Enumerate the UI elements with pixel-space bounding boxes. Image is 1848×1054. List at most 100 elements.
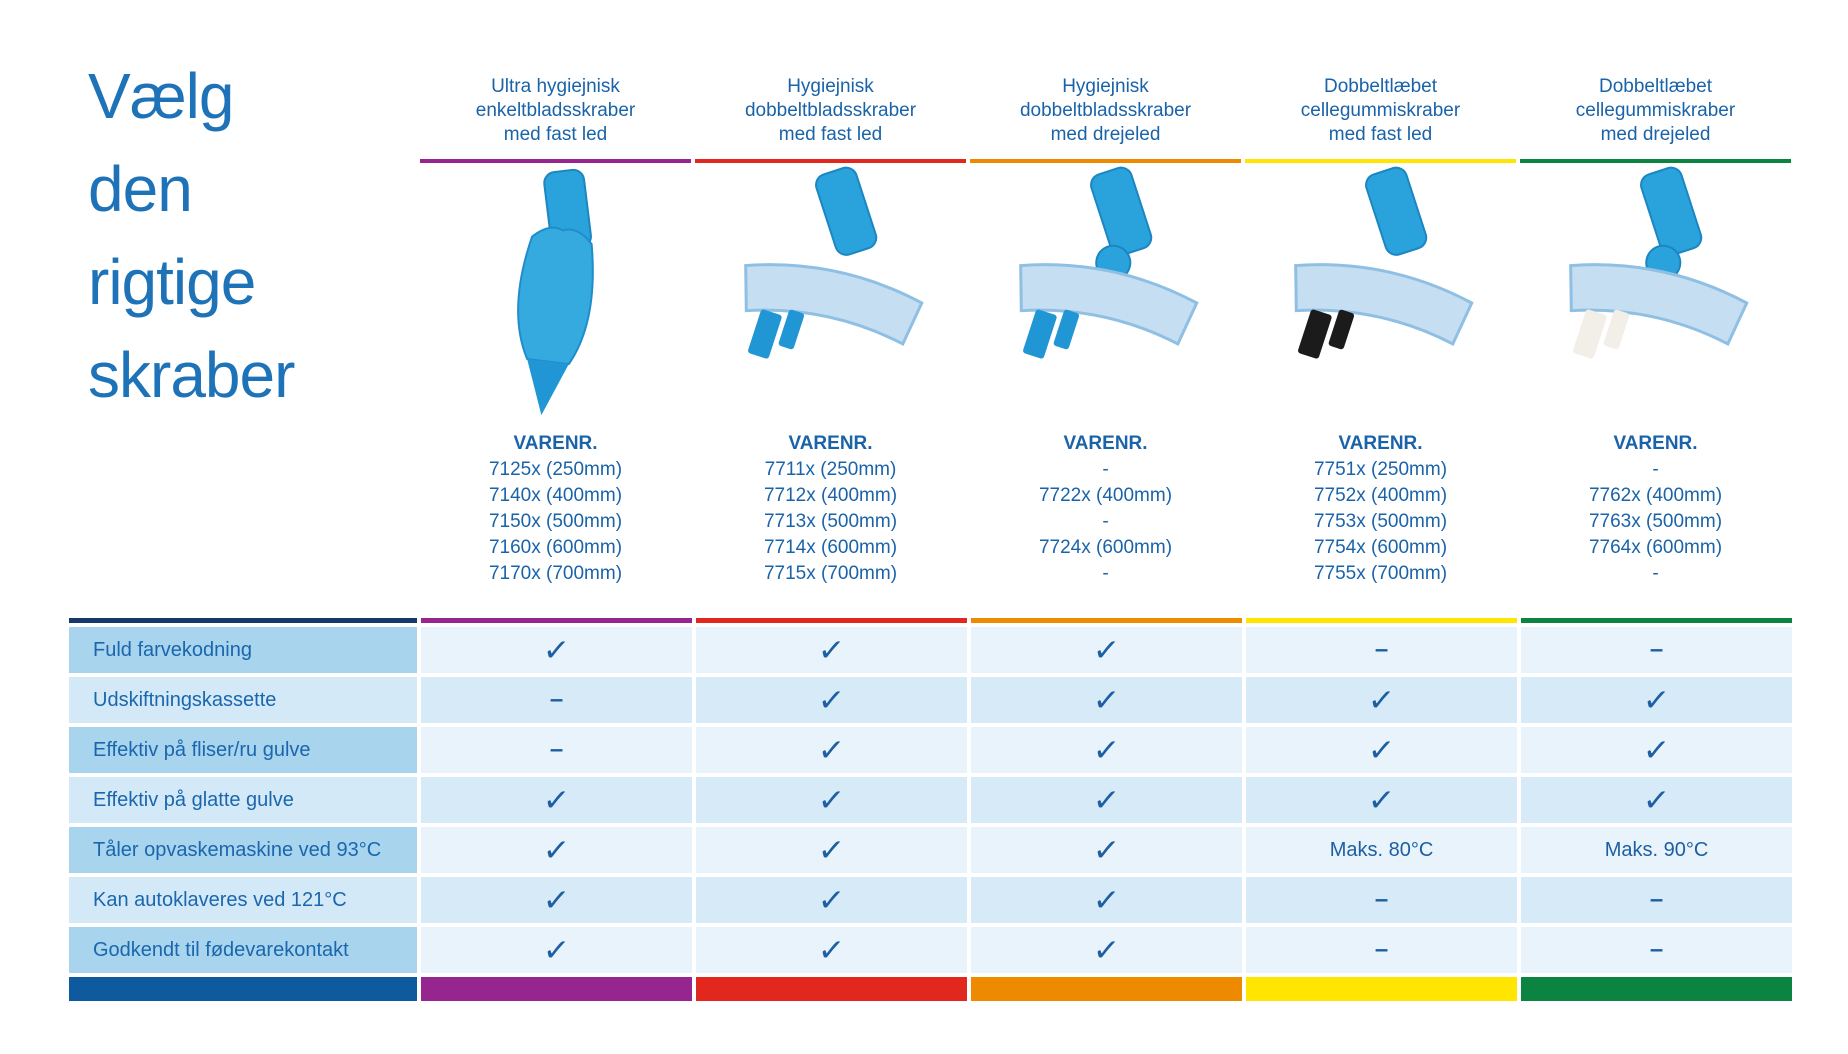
- feature-cell: –: [1246, 627, 1517, 673]
- dash-icon: –: [1374, 936, 1389, 963]
- varenr-heading: VARENR.: [1338, 433, 1423, 454]
- table-top-strip: [1246, 618, 1517, 623]
- feature-cell: Maks. 80°C: [1246, 827, 1517, 873]
- table-top-strip-labels: [69, 618, 417, 623]
- product-number: 7711x (250mm): [764, 459, 897, 480]
- feature-cell: ✓: [696, 827, 967, 873]
- dash-icon: –: [549, 736, 564, 763]
- product-column-header-line: Ultra hygiejnisk: [491, 76, 620, 97]
- check-icon: ✓: [816, 681, 847, 719]
- table-top-strip: [696, 618, 967, 623]
- product-column: Ultra hygiejnisk enkeltbladsskraber med fa…: [420, 55, 691, 587]
- product-columns: Ultra hygiejnisk enkeltbladsskraber med fa…: [420, 55, 1792, 587]
- table-bottom-bar: [696, 977, 967, 1001]
- varenr-heading: VARENR.: [1613, 433, 1698, 454]
- check-icon: ✓: [1641, 681, 1672, 719]
- product-column-header-line: enkeltbladsskraber: [475, 100, 636, 121]
- feature-cell: ✓: [1246, 677, 1517, 723]
- product-number: 7150x (500mm): [488, 511, 623, 532]
- page-title-line: skraber: [88, 339, 295, 411]
- feature-cell: ✓: [421, 777, 692, 823]
- check-icon: ✓: [1091, 931, 1122, 969]
- product-number: 7752x (400mm): [1313, 485, 1448, 506]
- varenr-heading: VARENR.: [513, 433, 598, 454]
- product-column-header: Hygiejnisk dobbeltbladsskraber med fast le…: [695, 55, 966, 147]
- feature-cell: ✓: [971, 677, 1242, 723]
- comparison-table: Fuld farvekodning ✓ ✓ ✓ – – Udskiftningskasset…: [69, 618, 1792, 1001]
- check-icon: ✓: [816, 831, 847, 869]
- varenr-heading: VARENR.: [788, 433, 873, 454]
- dash-icon: –: [1374, 636, 1389, 663]
- table-bottom-bar-labels: [69, 977, 417, 1001]
- feature-cell: ✓: [1521, 777, 1792, 823]
- page-title-line: Vælg: [88, 60, 234, 132]
- product-column-header-line: med drejeled: [1050, 124, 1161, 145]
- product-number: 7754x (600mm): [1313, 537, 1448, 558]
- product-column-header-line: cellegummiskraber: [1300, 100, 1461, 121]
- feature-cell: ✓: [696, 677, 967, 723]
- check-icon: ✓: [1091, 831, 1122, 869]
- check-icon: ✓: [1091, 731, 1122, 769]
- feature-cell: ✓: [971, 927, 1242, 973]
- foam-rubber-squeegee-swivel-icon: [1568, 166, 1749, 359]
- feature-cell: –: [1246, 877, 1517, 923]
- check-icon: ✓: [1091, 881, 1122, 919]
- product-number: 7764x (600mm): [1588, 537, 1723, 558]
- dash-icon: –: [1374, 886, 1389, 913]
- feature-cell: ✓: [696, 927, 967, 973]
- check-icon: ✓: [816, 881, 847, 919]
- product-number: 7753x (500mm): [1313, 511, 1448, 532]
- product-column: Dobbeltlæbet cellegummiskraber med drejele…: [1520, 55, 1791, 587]
- check-icon: ✓: [1091, 631, 1122, 669]
- column-accent-underline: [1245, 159, 1516, 163]
- single-blade-squeegee-icon: [516, 168, 594, 416]
- product-number-list: VARENR. - 7762x (400mm) 7763x (500mm) 7764x …: [1589, 431, 1722, 587]
- product-column-header-line: med fast led: [778, 124, 883, 145]
- product-number: 7751x (250mm): [1313, 459, 1448, 480]
- feature-cell: –: [1246, 927, 1517, 973]
- product-number: 7763x (500mm): [1588, 511, 1723, 532]
- table-top-strip: [1521, 618, 1792, 623]
- foam-rubber-squeegee-fixed-icon: [1293, 166, 1474, 359]
- column-accent-underline: [970, 159, 1241, 163]
- double-blade-squeegee-fixed-icon: [743, 166, 924, 359]
- product-image: [451, 163, 661, 431]
- product-image: [990, 163, 1222, 431]
- column-accent-underline: [1520, 159, 1791, 163]
- check-icon: ✓: [541, 931, 572, 969]
- product-number-list: VARENR. 7711x (250mm) 7712x (400mm) 7713x (…: [764, 431, 897, 587]
- page-title-line: rigtige: [88, 246, 256, 318]
- product-column: Hygiejnisk dobbeltbladsskraber med drejele…: [970, 55, 1241, 587]
- feature-cell: Maks. 90°C: [1521, 827, 1792, 873]
- product-number: 7160x (600mm): [488, 537, 623, 558]
- feature-cell: ✓: [696, 777, 967, 823]
- check-icon: ✓: [541, 831, 572, 869]
- product-number: -: [1102, 563, 1109, 584]
- product-column-header-line: Dobbeltlæbet: [1323, 76, 1438, 97]
- feature-row-label: Godkendt til fødevarekontakt: [69, 927, 417, 973]
- feature-cell: ✓: [696, 627, 967, 673]
- table-bottom-bar: [421, 977, 692, 1001]
- check-icon: ✓: [816, 731, 847, 769]
- check-icon: ✓: [1366, 781, 1397, 819]
- feature-cell: ✓: [971, 877, 1242, 923]
- feature-row-label: Effektiv på glatte gulve: [69, 777, 417, 823]
- page-title-line: den: [88, 153, 193, 225]
- product-number: 7722x (400mm): [1038, 485, 1173, 506]
- feature-cell: ✓: [971, 627, 1242, 673]
- product-column-header-line: med fast led: [503, 124, 608, 145]
- product-number: -: [1652, 563, 1659, 584]
- check-icon: ✓: [541, 781, 572, 819]
- feature-cell: –: [421, 677, 692, 723]
- product-column: Hygiejnisk dobbeltbladsskraber med fast le…: [695, 55, 966, 587]
- product-column-header: Hygiejnisk dobbeltbladsskraber med drejele…: [970, 55, 1241, 147]
- feature-cell: –: [421, 727, 692, 773]
- column-accent-underline: [695, 159, 966, 163]
- feature-cell: ✓: [971, 777, 1242, 823]
- check-icon: ✓: [541, 881, 572, 919]
- product-column-header-line: cellegummiskraber: [1575, 100, 1736, 121]
- feature-cell: ✓: [421, 827, 692, 873]
- feature-cell: ✓: [421, 927, 692, 973]
- product-number: 7715x (700mm): [763, 563, 898, 584]
- feature-cell: ✓: [1521, 677, 1792, 723]
